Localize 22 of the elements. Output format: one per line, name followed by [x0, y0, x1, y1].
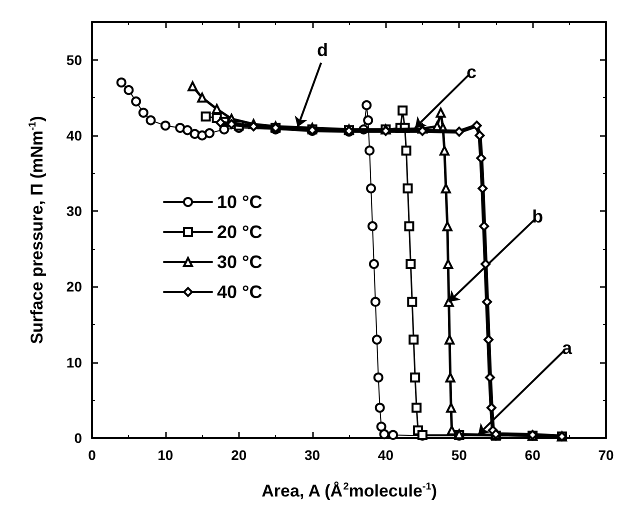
annotation: c	[466, 62, 477, 82]
y-tick-label: 40	[66, 127, 82, 144]
legend-label: 40 °C	[217, 282, 262, 302]
y-tick-label: 20	[66, 278, 82, 295]
y-tick-label: 10	[66, 354, 82, 370]
x-tick-label: 70	[598, 447, 614, 463]
x-tick-label: 30	[304, 447, 320, 463]
legend-label: 20 °C	[217, 222, 262, 242]
y-axis-title: Surface pressure, Π (mNm-1)	[28, 116, 46, 344]
x-tick-label: 10	[158, 447, 174, 463]
x-tick-label: 0	[88, 447, 96, 463]
x-tick-label: 50	[451, 447, 468, 463]
legend-label: 30 °C	[217, 252, 262, 272]
x-tick-label: 60	[524, 447, 541, 463]
x-tick-label: 40	[378, 447, 394, 463]
y-tick-label: 50	[66, 52, 82, 68]
x-tick-label: 20	[231, 447, 247, 463]
legend-label: 10 °C	[217, 192, 262, 212]
annotation: b	[532, 206, 544, 227]
y-tick-label: 0	[74, 430, 82, 446]
annotation: d	[316, 40, 328, 60]
y-tick-label: 30	[66, 203, 82, 220]
